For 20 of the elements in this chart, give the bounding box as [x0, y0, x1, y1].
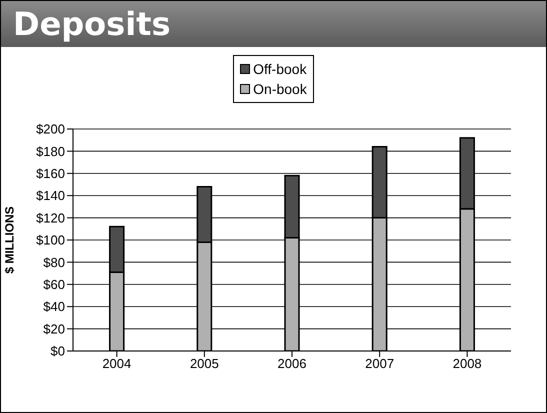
y-axis-title: $ MILLIONS — [2, 206, 16, 274]
y-tick-label: $200 — [36, 122, 65, 137]
chart-title: Deposits — [13, 5, 171, 43]
x-tick-label: 2005 — [190, 356, 219, 372]
y-tick-label: $180 — [36, 144, 65, 159]
x-tick-label: 2008 — [452, 356, 482, 372]
y-tick-label: $120 — [36, 210, 65, 226]
y-tick-label: $0 — [50, 344, 65, 359]
x-tick-label: 2006 — [278, 356, 306, 372]
x-tick-label: 2004 — [102, 356, 132, 372]
y-tick-label: $40 — [43, 299, 65, 314]
y-tick-label: $20 — [43, 321, 65, 336]
y-tick-label: $100 — [36, 232, 65, 248]
x-tick-label: 2007 — [365, 356, 394, 372]
legend-label: On-book — [253, 80, 307, 99]
y-tick-label: $160 — [36, 166, 65, 182]
y-tick-label: $80 — [43, 254, 65, 270]
y-tick-label: $60 — [43, 277, 65, 292]
legend-label: Off-book — [253, 60, 307, 79]
y-tick-label: $140 — [36, 188, 65, 204]
